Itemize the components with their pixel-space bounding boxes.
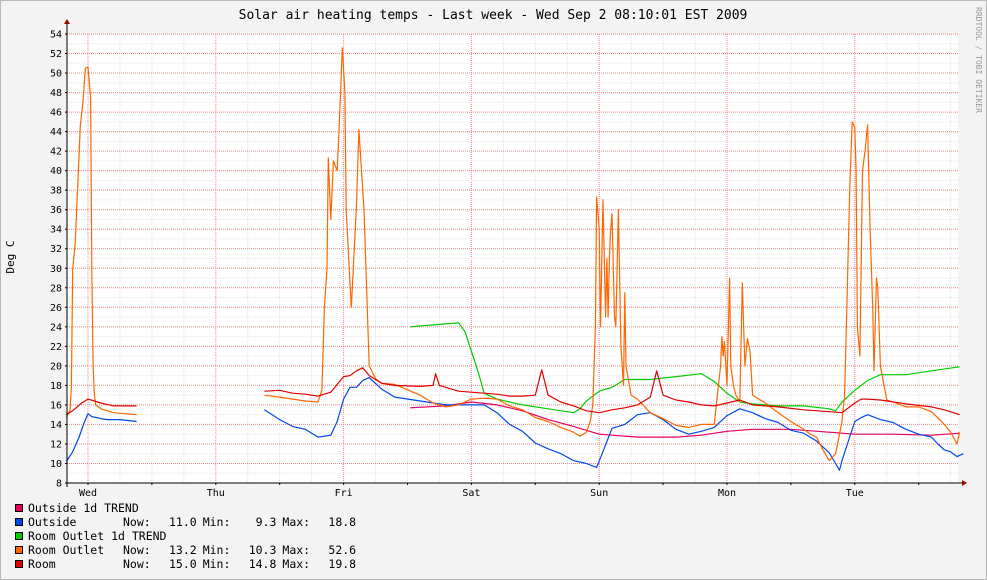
series-line-outside-1d-trend (410, 401, 960, 438)
y-tick-label: 52 (50, 49, 62, 60)
y-tick-label: 24 (50, 322, 62, 333)
y-tick-label: 22 (50, 342, 62, 353)
y-tick-label: 54 (50, 30, 62, 41)
series-line-room-outlet (264, 47, 961, 462)
y-tick-label: 38 (50, 186, 62, 197)
legend-series-name: Outside (28, 515, 77, 529)
legend-now-value: 13.2 (169, 543, 197, 557)
legend-series-name: Room Outlet (28, 543, 105, 557)
y-tick-label: 30 (50, 264, 62, 275)
x-tick-label: Sat (462, 488, 480, 499)
legend-now-value: 15.0 (169, 557, 197, 571)
legend-min-value: 14.8 (248, 557, 277, 571)
y-tick-label: 42 (50, 147, 62, 158)
plot-area (67, 34, 958, 483)
x-tick-label: Fri (335, 488, 353, 499)
y-tick-label: 26 (50, 303, 62, 314)
series-line-room-outlet (65, 66, 137, 418)
legend-max-value: 19.8 (328, 557, 357, 571)
legend-swatch (15, 518, 23, 526)
y-tick-label: 10 (50, 459, 62, 470)
legend-series-name: Room (28, 557, 56, 571)
legend-swatch (15, 560, 23, 568)
legend-entry: Room Outlet Now: 13.2 Min: 10.3 Max: 52.6 (15, 543, 356, 557)
legend-max-label: Max: (282, 515, 311, 529)
legend-entry: Outside 1d TREND (15, 501, 356, 515)
legend-min-label: Min: (202, 543, 231, 557)
series-line-room-outlet-1d-trend (410, 322, 960, 414)
x-tick-label: Tue (846, 488, 864, 499)
y-tick-label: 34 (50, 225, 62, 236)
chart-title: Solar air heating temps - Last week - We… (239, 8, 748, 23)
legend-swatch (15, 504, 23, 512)
y-tick-label: 36 (50, 205, 62, 216)
watermark: RRDTOOL / TOBI OETIKER (974, 7, 983, 113)
legend: Outside 1d TREND Outside Now: 11.0 Min: 9.3 Ma… (15, 501, 356, 571)
legend-now-label: Now: (123, 557, 151, 571)
y-axis-arrow (64, 19, 70, 24)
x-axis-arrow (962, 480, 967, 486)
y-tick-label: 16 (50, 400, 62, 411)
axes (64, 19, 967, 487)
legend-max-label: Max: (282, 543, 311, 557)
x-tick-label: Sun (590, 488, 608, 499)
legend-series-name: Outside 1d TREND (28, 501, 139, 515)
x-tick-label: Wed (79, 488, 97, 499)
legend-entry: Room Outlet 1d TREND (15, 529, 356, 543)
y-tick-label: 46 (50, 108, 62, 119)
legend-series-name: Room Outlet 1d TREND (28, 529, 167, 543)
legend-now-value: 11.0 (169, 515, 197, 529)
legend-entry: Outside Now: 11.0 Min: 9.3 Max: 18.8 (15, 515, 356, 529)
y-tick-label: 48 (50, 88, 62, 99)
y-tick-labels: 8 10 12 14 16 18 20 22 24 26 28 30 32 34 36 38 40 42 44 46 4… (50, 30, 62, 490)
x-tick-label: Thu (207, 488, 225, 499)
legend-max-value: 18.8 (328, 515, 357, 529)
y-tick-label: 12 (50, 439, 62, 450)
y-tick-label: 18 (50, 381, 62, 392)
legend-max-value: 52.6 (328, 543, 357, 557)
legend-min-label: Min: (202, 515, 231, 529)
legend-swatch (15, 532, 23, 540)
y-tick-label: 20 (50, 361, 62, 372)
legend-min-label: Min: (202, 557, 231, 571)
y-tick-label: 14 (50, 420, 62, 431)
y-tick-label: 50 (50, 69, 62, 80)
x-tick-labels: Wed Thu Fri Sat Sun Mon Tue (79, 488, 864, 499)
legend-entry: Room Now: 15.0 Min: 14.8 Max: 19.8 (15, 557, 356, 571)
y-tick-label: 44 (50, 127, 62, 138)
y-tick-label: 28 (50, 283, 62, 294)
legend-swatch (15, 546, 23, 554)
y-axis-label: Deg C (4, 240, 17, 273)
y-tick-label: 32 (50, 244, 62, 255)
series-lines (65, 47, 964, 471)
x-tick-label: Mon (718, 488, 736, 499)
legend-now-label: Now: (123, 515, 151, 529)
grid (67, 33, 958, 484)
legend-max-label: Max: (282, 557, 311, 571)
series-line-room (264, 367, 960, 416)
series-line-room (65, 398, 137, 416)
legend-min-value: 10.3 (248, 543, 277, 557)
y-tick-label: 40 (50, 166, 62, 177)
legend-min-value: 9.3 (255, 515, 277, 529)
y-tick-label: 8 (56, 479, 62, 490)
legend-now-label: Now: (123, 543, 151, 557)
series-line-outside (65, 413, 137, 462)
